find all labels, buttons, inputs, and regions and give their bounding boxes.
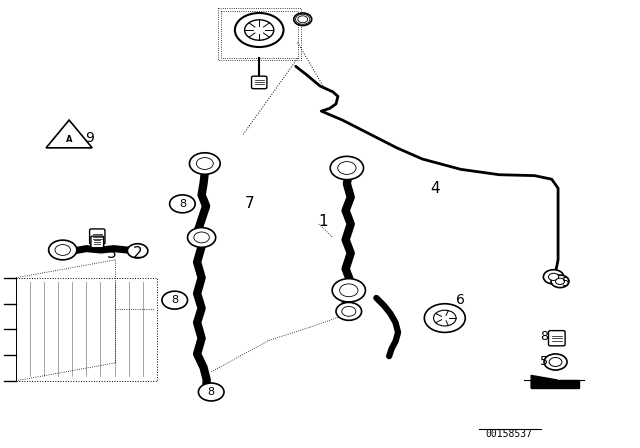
- Text: A: A: [66, 135, 72, 144]
- Circle shape: [548, 273, 559, 280]
- Circle shape: [549, 358, 562, 366]
- Text: 3: 3: [107, 246, 117, 261]
- Text: 5: 5: [540, 355, 548, 369]
- Text: 9: 9: [85, 131, 94, 145]
- Bar: [221, 11, 298, 58]
- Text: 1: 1: [318, 214, 328, 229]
- Circle shape: [332, 279, 365, 302]
- Circle shape: [188, 228, 216, 247]
- Circle shape: [543, 270, 564, 284]
- Circle shape: [294, 13, 312, 26]
- FancyBboxPatch shape: [548, 331, 565, 346]
- Circle shape: [433, 310, 456, 326]
- Circle shape: [330, 156, 364, 180]
- Circle shape: [198, 383, 224, 401]
- Polygon shape: [46, 120, 92, 148]
- Text: 5: 5: [563, 276, 570, 289]
- Bar: [16, 278, 157, 381]
- Text: 8: 8: [171, 295, 179, 305]
- Circle shape: [49, 240, 77, 260]
- FancyBboxPatch shape: [252, 76, 267, 89]
- Circle shape: [424, 304, 465, 332]
- Text: 8: 8: [207, 387, 215, 397]
- Text: 8: 8: [540, 329, 548, 343]
- FancyBboxPatch shape: [91, 236, 104, 248]
- Text: 7: 7: [244, 196, 255, 211]
- Bar: [531, 380, 579, 388]
- Circle shape: [162, 291, 188, 309]
- Circle shape: [551, 275, 569, 288]
- Circle shape: [170, 195, 195, 213]
- Circle shape: [544, 354, 567, 370]
- Circle shape: [556, 278, 564, 284]
- Text: 8: 8: [179, 199, 186, 209]
- Text: 4: 4: [430, 181, 440, 196]
- Polygon shape: [531, 375, 557, 388]
- Bar: [218, 8, 301, 60]
- Circle shape: [189, 153, 220, 174]
- Text: 2: 2: [132, 246, 143, 261]
- Circle shape: [235, 13, 284, 47]
- FancyBboxPatch shape: [90, 229, 105, 244]
- Circle shape: [127, 244, 148, 258]
- Circle shape: [244, 20, 274, 40]
- Text: 00158537: 00158537: [485, 429, 532, 439]
- Text: 6: 6: [456, 293, 465, 307]
- Circle shape: [336, 302, 362, 320]
